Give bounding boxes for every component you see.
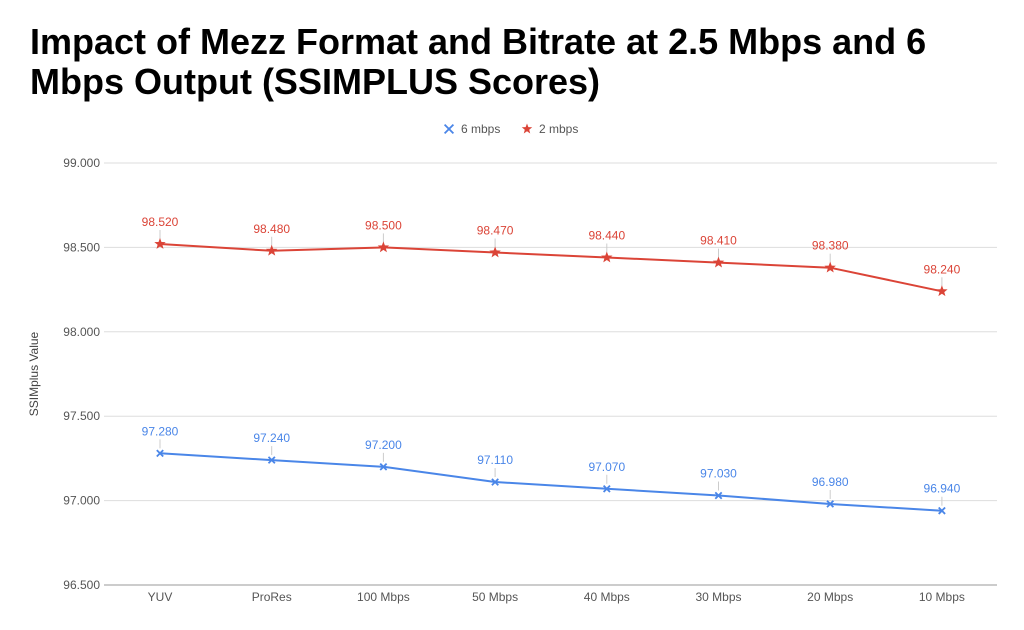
data-label: 97.280 <box>142 424 179 438</box>
y-axis-label: SSIMplus Value <box>27 331 41 416</box>
data-point <box>265 244 278 256</box>
x-tick-label: YUV <box>148 590 173 604</box>
data-point <box>714 491 723 500</box>
data-label: 98.440 <box>588 229 625 243</box>
y-tick-label: 96.500 <box>63 578 100 592</box>
data-label: 98.240 <box>924 262 961 276</box>
x-tick-label: 50 Mbps <box>472 590 518 604</box>
y-tick-label: 97.500 <box>63 409 100 423</box>
data-point <box>601 251 613 263</box>
y-tick-label: 97.000 <box>63 494 100 508</box>
legend-marker-6-mbps <box>443 123 455 135</box>
series-line-6-mbps <box>159 452 942 512</box>
y-tick-label: 98.000 <box>63 325 100 339</box>
data-point <box>491 478 499 486</box>
data-point <box>826 500 835 508</box>
data-label: 97.110 <box>477 453 513 467</box>
data-point <box>379 463 388 471</box>
data-point <box>824 261 836 273</box>
y-tick-label: 98.500 <box>63 240 100 254</box>
x-tick-label: 100 Mbps <box>357 590 410 604</box>
legend-marker-2-mbps <box>521 123 533 134</box>
data-point <box>938 506 946 515</box>
x-tick-label: 40 Mbps <box>584 590 630 604</box>
data-label: 96.940 <box>924 482 961 496</box>
data-label: 97.030 <box>700 467 737 481</box>
series-line-2-mbps <box>159 243 943 293</box>
data-point <box>712 256 725 268</box>
chart-title: Impact of Mezz Format and Bitrate at 2.5… <box>30 21 927 102</box>
data-label: 98.500 <box>365 218 402 232</box>
y-tick-label: 99.000 <box>63 156 100 170</box>
data-point <box>156 449 164 458</box>
legend-label: 6 mbps <box>461 122 500 136</box>
data-label: 98.470 <box>477 223 514 237</box>
data-label: 96.980 <box>812 475 849 489</box>
data-label: 98.410 <box>700 234 737 248</box>
x-tick-label: ProRes <box>252 590 292 604</box>
data-point <box>267 456 276 464</box>
data-point <box>154 238 166 249</box>
x-tick-label: 10 Mbps <box>919 590 965 604</box>
data-label: 97.200 <box>365 438 402 452</box>
data-point <box>936 285 948 297</box>
data-label: 97.070 <box>588 460 625 474</box>
data-label: 97.240 <box>253 431 290 445</box>
x-tick-label: 30 Mbps <box>695 590 741 604</box>
data-label: 98.380 <box>812 239 849 253</box>
x-tick-label: 20 Mbps <box>807 590 853 604</box>
data-label: 98.480 <box>253 222 290 236</box>
data-point <box>377 241 390 253</box>
legend-label: 2 mbps <box>539 122 578 136</box>
data-label: 98.520 <box>142 215 179 229</box>
data-point <box>602 484 611 493</box>
data-point <box>489 246 501 258</box>
